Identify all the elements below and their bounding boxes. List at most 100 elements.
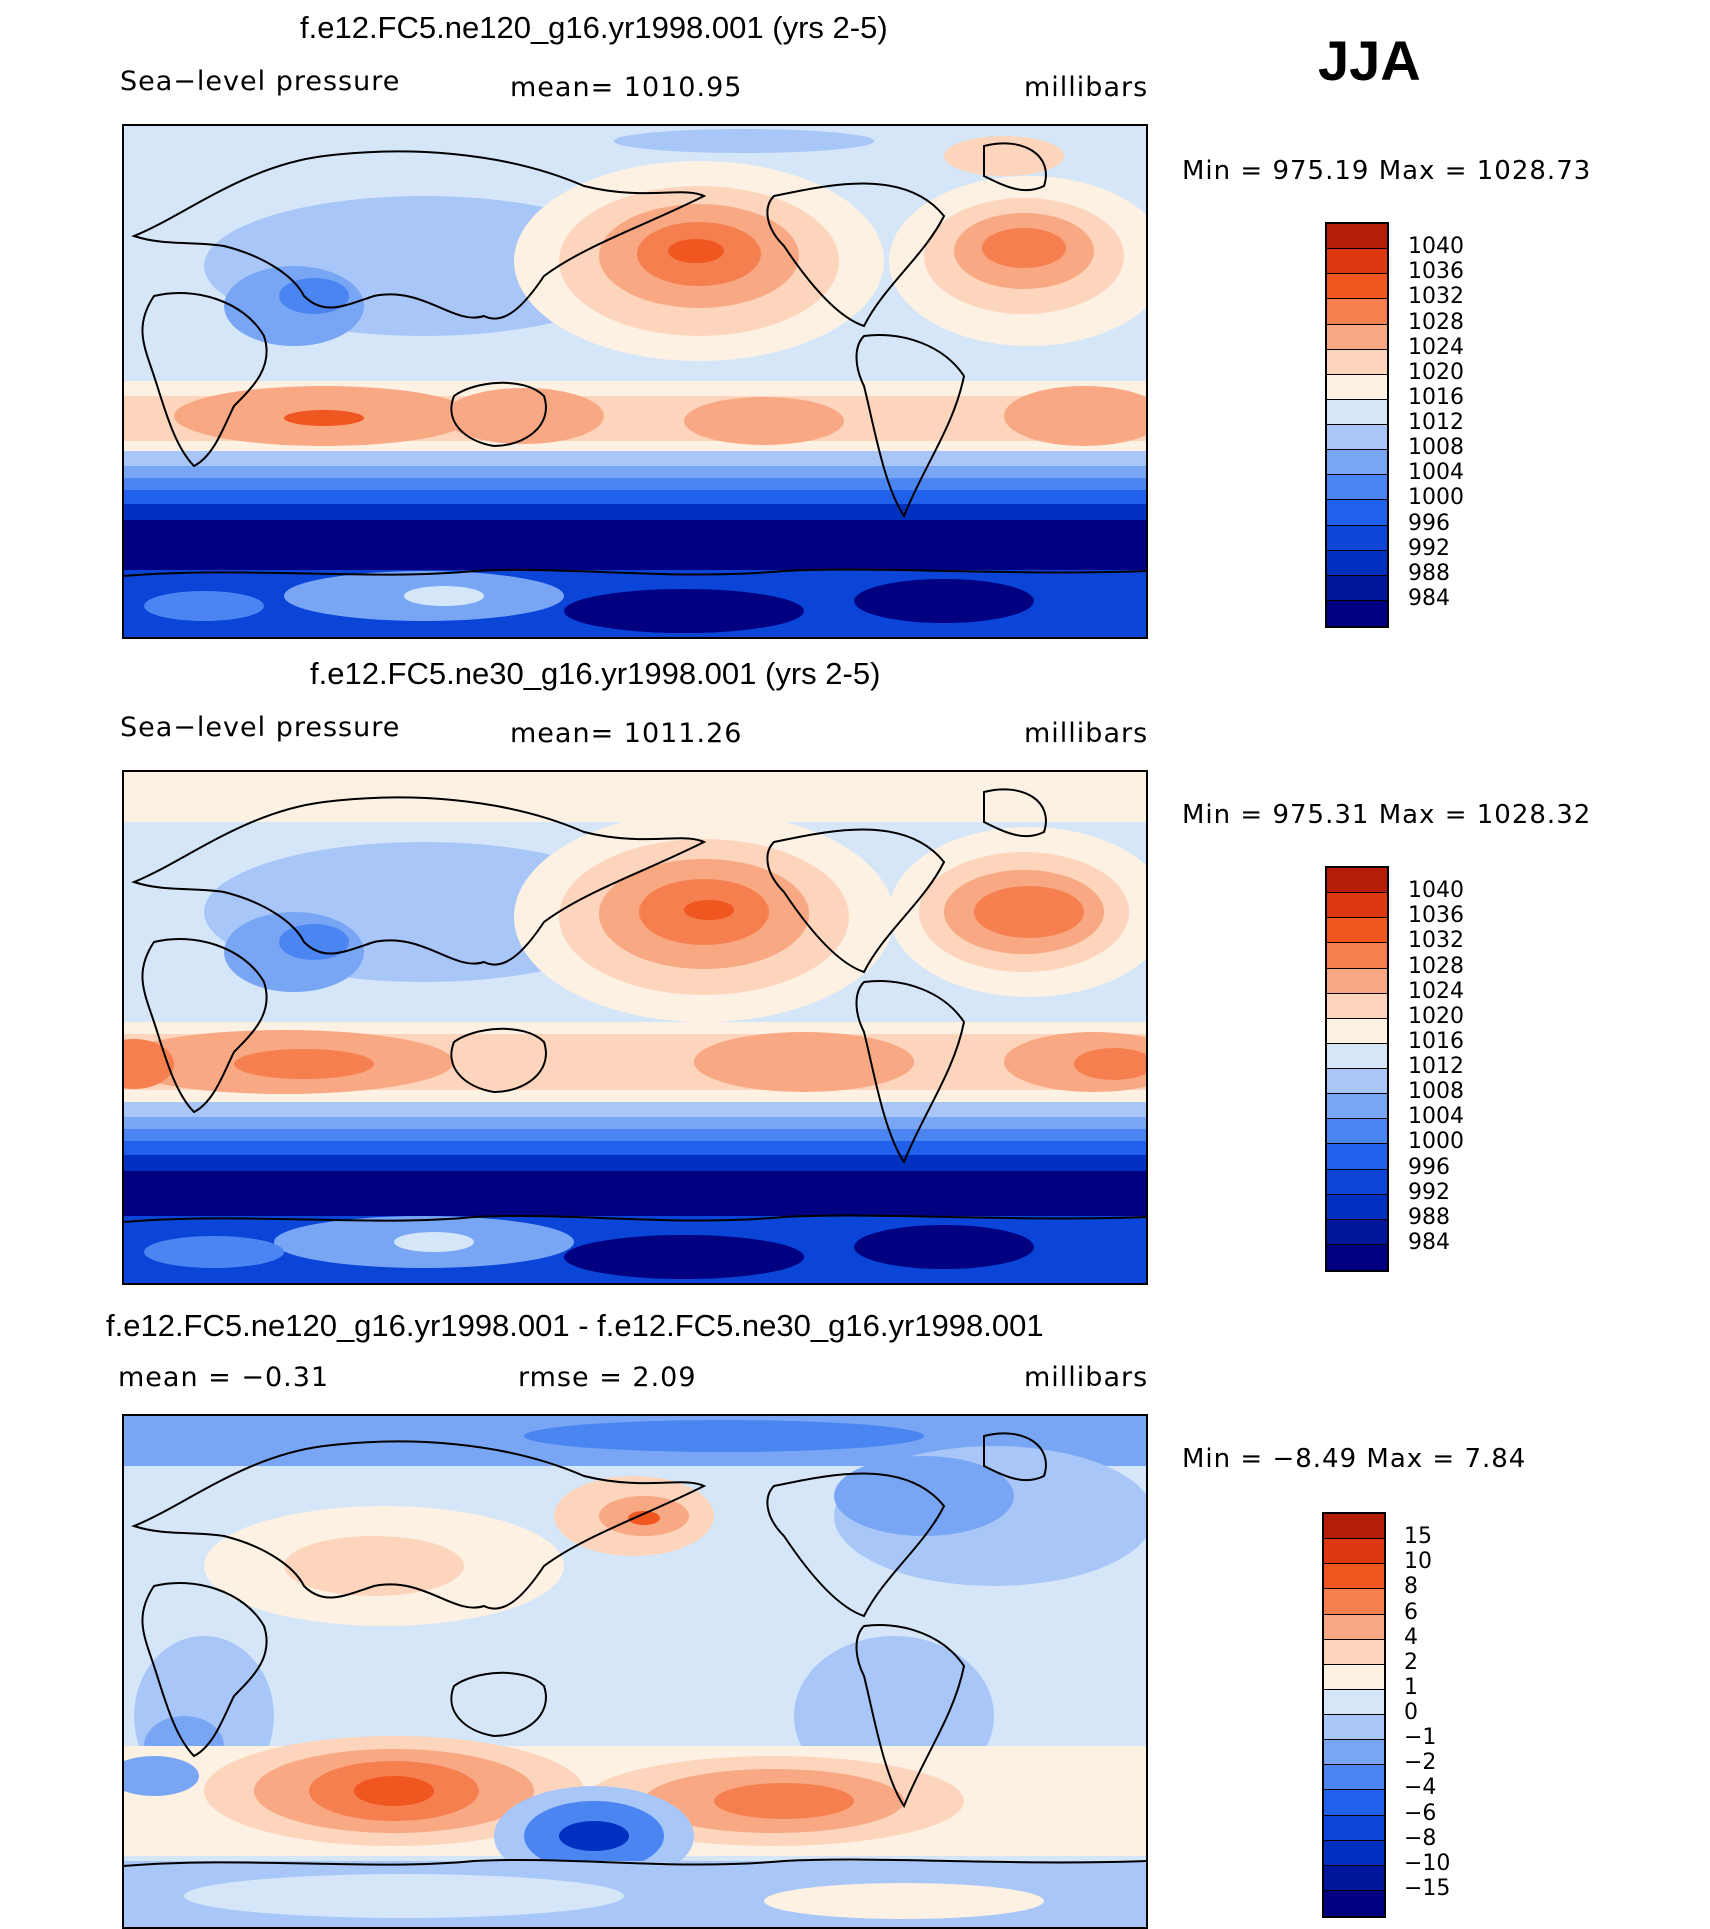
colorbar-swatch bbox=[1327, 893, 1387, 919]
antarctic-positive bbox=[764, 1883, 1044, 1919]
colorbar-label: 984 bbox=[1408, 585, 1450, 611]
so-band-984 bbox=[124, 1171, 1146, 1216]
colorbar-label: 2 bbox=[1404, 1649, 1418, 1675]
antarctic-high-b bbox=[144, 591, 264, 621]
so-band-988 bbox=[124, 504, 1146, 520]
colorbar-swatch bbox=[1327, 1244, 1387, 1270]
colorbar-swatch bbox=[1327, 1219, 1387, 1245]
colorbar-swatch bbox=[1324, 1890, 1384, 1916]
pacific-high-1028 bbox=[668, 239, 724, 263]
colorbar-swatch bbox=[1327, 868, 1387, 894]
pacific-south-high-3 bbox=[714, 1783, 854, 1819]
colorbar-swatch bbox=[1327, 1119, 1387, 1145]
australia-high bbox=[444, 388, 604, 444]
colorbar-label: 1 bbox=[1404, 1674, 1418, 1700]
colorbar-label: −4 bbox=[1404, 1775, 1437, 1801]
antarctic-low-b bbox=[854, 579, 1034, 623]
colorbar-label: 1012 bbox=[1408, 410, 1464, 435]
colorbar-swatch bbox=[1327, 968, 1387, 994]
colorbar-swatch bbox=[1327, 918, 1387, 944]
colorbar-swatch bbox=[1324, 1815, 1384, 1841]
antarctic-low-b bbox=[854, 1225, 1034, 1269]
panel-1-mean-label: mean= 1010.95 bbox=[510, 72, 743, 103]
panel-2-minmax: Min = 975.31 Max = 1028.32 bbox=[1182, 800, 1592, 830]
atlantic-edge-high bbox=[124, 1039, 174, 1089]
colorbar-swatch bbox=[1327, 374, 1387, 400]
so-band-992 bbox=[124, 490, 1146, 504]
colorbar-swatch bbox=[1327, 550, 1387, 576]
colorbar-label: 1000 bbox=[1408, 485, 1464, 511]
colorbar-label: 992 bbox=[1408, 1179, 1450, 1205]
colorbar-swatch bbox=[1324, 1790, 1384, 1816]
arctic-field bbox=[124, 772, 1146, 822]
south-pacific-high bbox=[684, 397, 844, 445]
colorbar-label: 996 bbox=[1408, 510, 1450, 536]
south-atlantic-high-core bbox=[1074, 1048, 1146, 1080]
colorbar-swatch bbox=[1324, 1514, 1384, 1540]
so-band-1004 bbox=[124, 1102, 1146, 1117]
colorbar-label: 988 bbox=[1408, 1204, 1450, 1230]
colorbar-swatch bbox=[1327, 475, 1387, 501]
panel-2-units-label: millibars bbox=[1024, 718, 1149, 749]
colorbar-swatch bbox=[1327, 575, 1387, 601]
antarctic-high-b bbox=[144, 1236, 284, 1268]
so-band-996 bbox=[124, 478, 1146, 490]
panel-3-mean-label: mean = −0.31 bbox=[118, 1362, 330, 1393]
arctic-low-core bbox=[524, 1420, 924, 1452]
colorbar-swatch bbox=[1327, 500, 1387, 526]
panel-3-rmse-label: rmse = 2.09 bbox=[518, 1362, 697, 1393]
colorbar-label: −6 bbox=[1404, 1800, 1437, 1826]
colorbar-label: 1028 bbox=[1408, 309, 1464, 335]
colorbar-swatch bbox=[1324, 1589, 1384, 1615]
colorbar-label: 1032 bbox=[1408, 928, 1464, 954]
colorbar-label: 0 bbox=[1404, 1700, 1418, 1725]
n-america-low-core bbox=[834, 1456, 1014, 1536]
antarctic-high-a-core bbox=[394, 1232, 474, 1252]
colorbar-swatch bbox=[1327, 1094, 1387, 1120]
panel-2-map bbox=[122, 770, 1148, 1285]
colorbar-label: 996 bbox=[1408, 1154, 1450, 1180]
colorbar-label: 1020 bbox=[1408, 1003, 1464, 1029]
indian-ocean-high-core bbox=[284, 410, 364, 426]
coastlines bbox=[124, 142, 1146, 577]
coastlines bbox=[124, 788, 1146, 1223]
arctic-low bbox=[614, 129, 874, 153]
so-band-1004 bbox=[124, 451, 1146, 466]
antarctic-low-c bbox=[564, 1235, 804, 1279]
pacific-high-1028 bbox=[684, 900, 734, 920]
indian-ocean-high-core bbox=[234, 1049, 374, 1079]
colorbar-label: 1028 bbox=[1408, 953, 1464, 979]
colorbar-label: 1040 bbox=[1408, 878, 1464, 904]
colorbar-swatch bbox=[1324, 1639, 1384, 1665]
so-band-992 bbox=[124, 1141, 1146, 1155]
colorbar-swatch bbox=[1327, 224, 1387, 250]
panel-3-minmax: Min = −8.49 Max = 7.84 bbox=[1182, 1444, 1527, 1474]
colorbar-label: 1024 bbox=[1408, 978, 1464, 1004]
colorbar-swatch bbox=[1324, 1539, 1384, 1565]
colorbar-label: 1016 bbox=[1408, 384, 1464, 410]
colorbar-swatch bbox=[1324, 1765, 1384, 1791]
so-band-1000 bbox=[124, 466, 1146, 478]
colorbar-swatch bbox=[1327, 600, 1387, 626]
coastlines bbox=[124, 1432, 1146, 1867]
panel-1-minmax: Min = 975.19 Max = 1028.73 bbox=[1182, 156, 1592, 186]
panel-1-map bbox=[122, 124, 1148, 639]
panel-2-contour-plot bbox=[124, 772, 1146, 1283]
colorbar-label: −8 bbox=[1404, 1825, 1437, 1851]
colorbar-swatch bbox=[1327, 349, 1387, 375]
colorbar-label: 4 bbox=[1404, 1624, 1418, 1650]
colorbar-swatch bbox=[1324, 1664, 1384, 1690]
west-edge-low bbox=[124, 1756, 199, 1796]
panel-1-variable-label: Sea−level pressure bbox=[120, 66, 401, 97]
panel-2-variable-label: Sea−level pressure bbox=[120, 712, 401, 743]
panel-3-title: f.e12.FC5.ne120_g16.yr1998.001 - f.e12.F… bbox=[106, 1308, 1044, 1343]
colorbar-swatch bbox=[1327, 399, 1387, 425]
colorbar-label: 1032 bbox=[1408, 284, 1464, 310]
panel-3-map bbox=[122, 1414, 1148, 1929]
colorbar-label: 1036 bbox=[1408, 259, 1464, 285]
colorbar-swatch bbox=[1324, 1740, 1384, 1766]
colorbar-swatch bbox=[1324, 1614, 1384, 1640]
colorbar-label: 992 bbox=[1408, 535, 1450, 561]
colorbar-label: 1040 bbox=[1408, 234, 1464, 260]
colorbar-swatch bbox=[1327, 450, 1387, 476]
